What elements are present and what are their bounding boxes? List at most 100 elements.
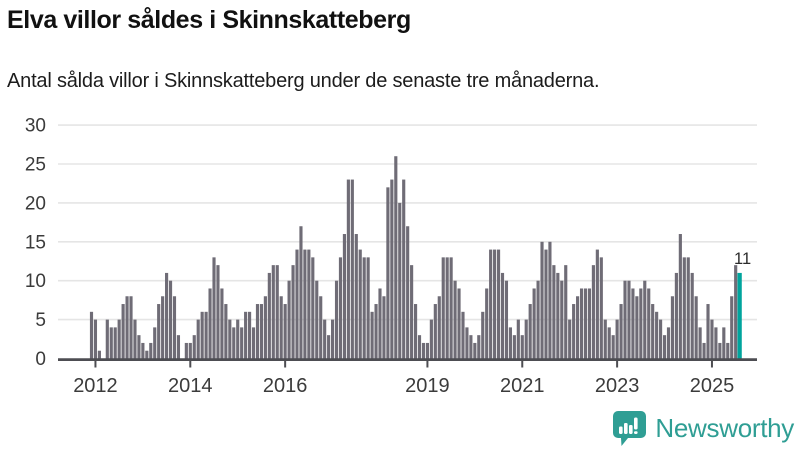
bar [627,280,631,359]
bar [224,304,228,359]
y-axis-tick-label: 0 [35,349,46,370]
bar [548,241,552,359]
bar [121,304,125,359]
bar [441,257,445,359]
bar [311,257,315,359]
bar [599,257,603,359]
bar [706,304,710,359]
bar [248,311,252,359]
bar [244,311,248,359]
bar [165,272,169,359]
bar [635,296,639,359]
x-axis-tick-label: 2016 [263,375,308,397]
bar [730,296,734,359]
bar [714,327,718,359]
bar [358,249,362,359]
bar [319,296,323,359]
highlighted-bar [737,272,742,359]
bar [145,350,149,359]
bar [125,296,129,359]
newsworthy-wordmark: Newsworthy [655,413,794,443]
bar [350,179,354,359]
bar [429,319,433,359]
bar [718,342,722,359]
bar [437,296,441,359]
bar [433,304,437,359]
bar [639,288,643,359]
bar [378,288,382,359]
bar [220,288,224,359]
bar [236,319,240,359]
x-axis-tick-label: 2012 [73,375,118,397]
bar [334,280,339,359]
bar [366,257,370,359]
bar [615,319,619,359]
x-axis-tick-label: 2019 [405,375,450,397]
bar [611,335,615,359]
bar [168,280,173,359]
bar [327,335,331,359]
bar [113,327,117,359]
bar [489,249,493,359]
bar [643,280,647,359]
bar [228,319,232,359]
bar [200,311,204,359]
bar [354,234,358,359]
bar [176,335,181,359]
bar [576,296,580,359]
bar [421,342,426,359]
bar [670,296,675,359]
bar [702,342,706,359]
bar [504,280,509,359]
bar [129,296,133,359]
bar [362,257,366,359]
bar [425,342,429,359]
bar [137,335,141,359]
bar [161,296,165,359]
bar [287,280,291,359]
bar [532,288,536,359]
bar [674,272,678,359]
y-axis-tick-label: 25 [25,155,46,176]
bar [141,342,145,359]
bar [682,257,686,359]
bar [263,296,267,359]
page-title: Elva villor såldes i Skinnskatteberg [7,6,411,34]
bar [172,296,177,359]
bar [394,156,398,359]
bar [528,304,532,359]
bar [255,304,260,359]
bar [315,280,319,359]
bar [647,288,651,359]
y-axis-tick-label: 20 [25,193,46,214]
bar-chart-speech-bubble-icon [613,411,647,446]
bar [386,187,390,359]
bar [536,280,540,359]
bar [413,304,418,359]
bar [465,327,469,359]
y-axis-tick-label: 5 [35,310,46,331]
bar [299,226,303,359]
bar [686,257,690,359]
bar [623,280,627,359]
x-axis-tick-label: 2021 [500,375,545,397]
bar [572,304,576,359]
bar [184,342,188,359]
bar [417,335,422,359]
bar [473,342,477,359]
bar [449,257,453,359]
bar [698,327,702,359]
bar [330,319,335,359]
bar [410,265,414,359]
bar [461,311,465,359]
bar [512,335,516,359]
bar [283,304,287,359]
bar [251,327,256,359]
bar [105,319,109,359]
bar [560,280,564,359]
bar [93,319,98,359]
bar [390,179,394,359]
bar [109,327,113,359]
bar [216,265,220,359]
newsworthy-logo: Newsworthy [610,410,794,447]
